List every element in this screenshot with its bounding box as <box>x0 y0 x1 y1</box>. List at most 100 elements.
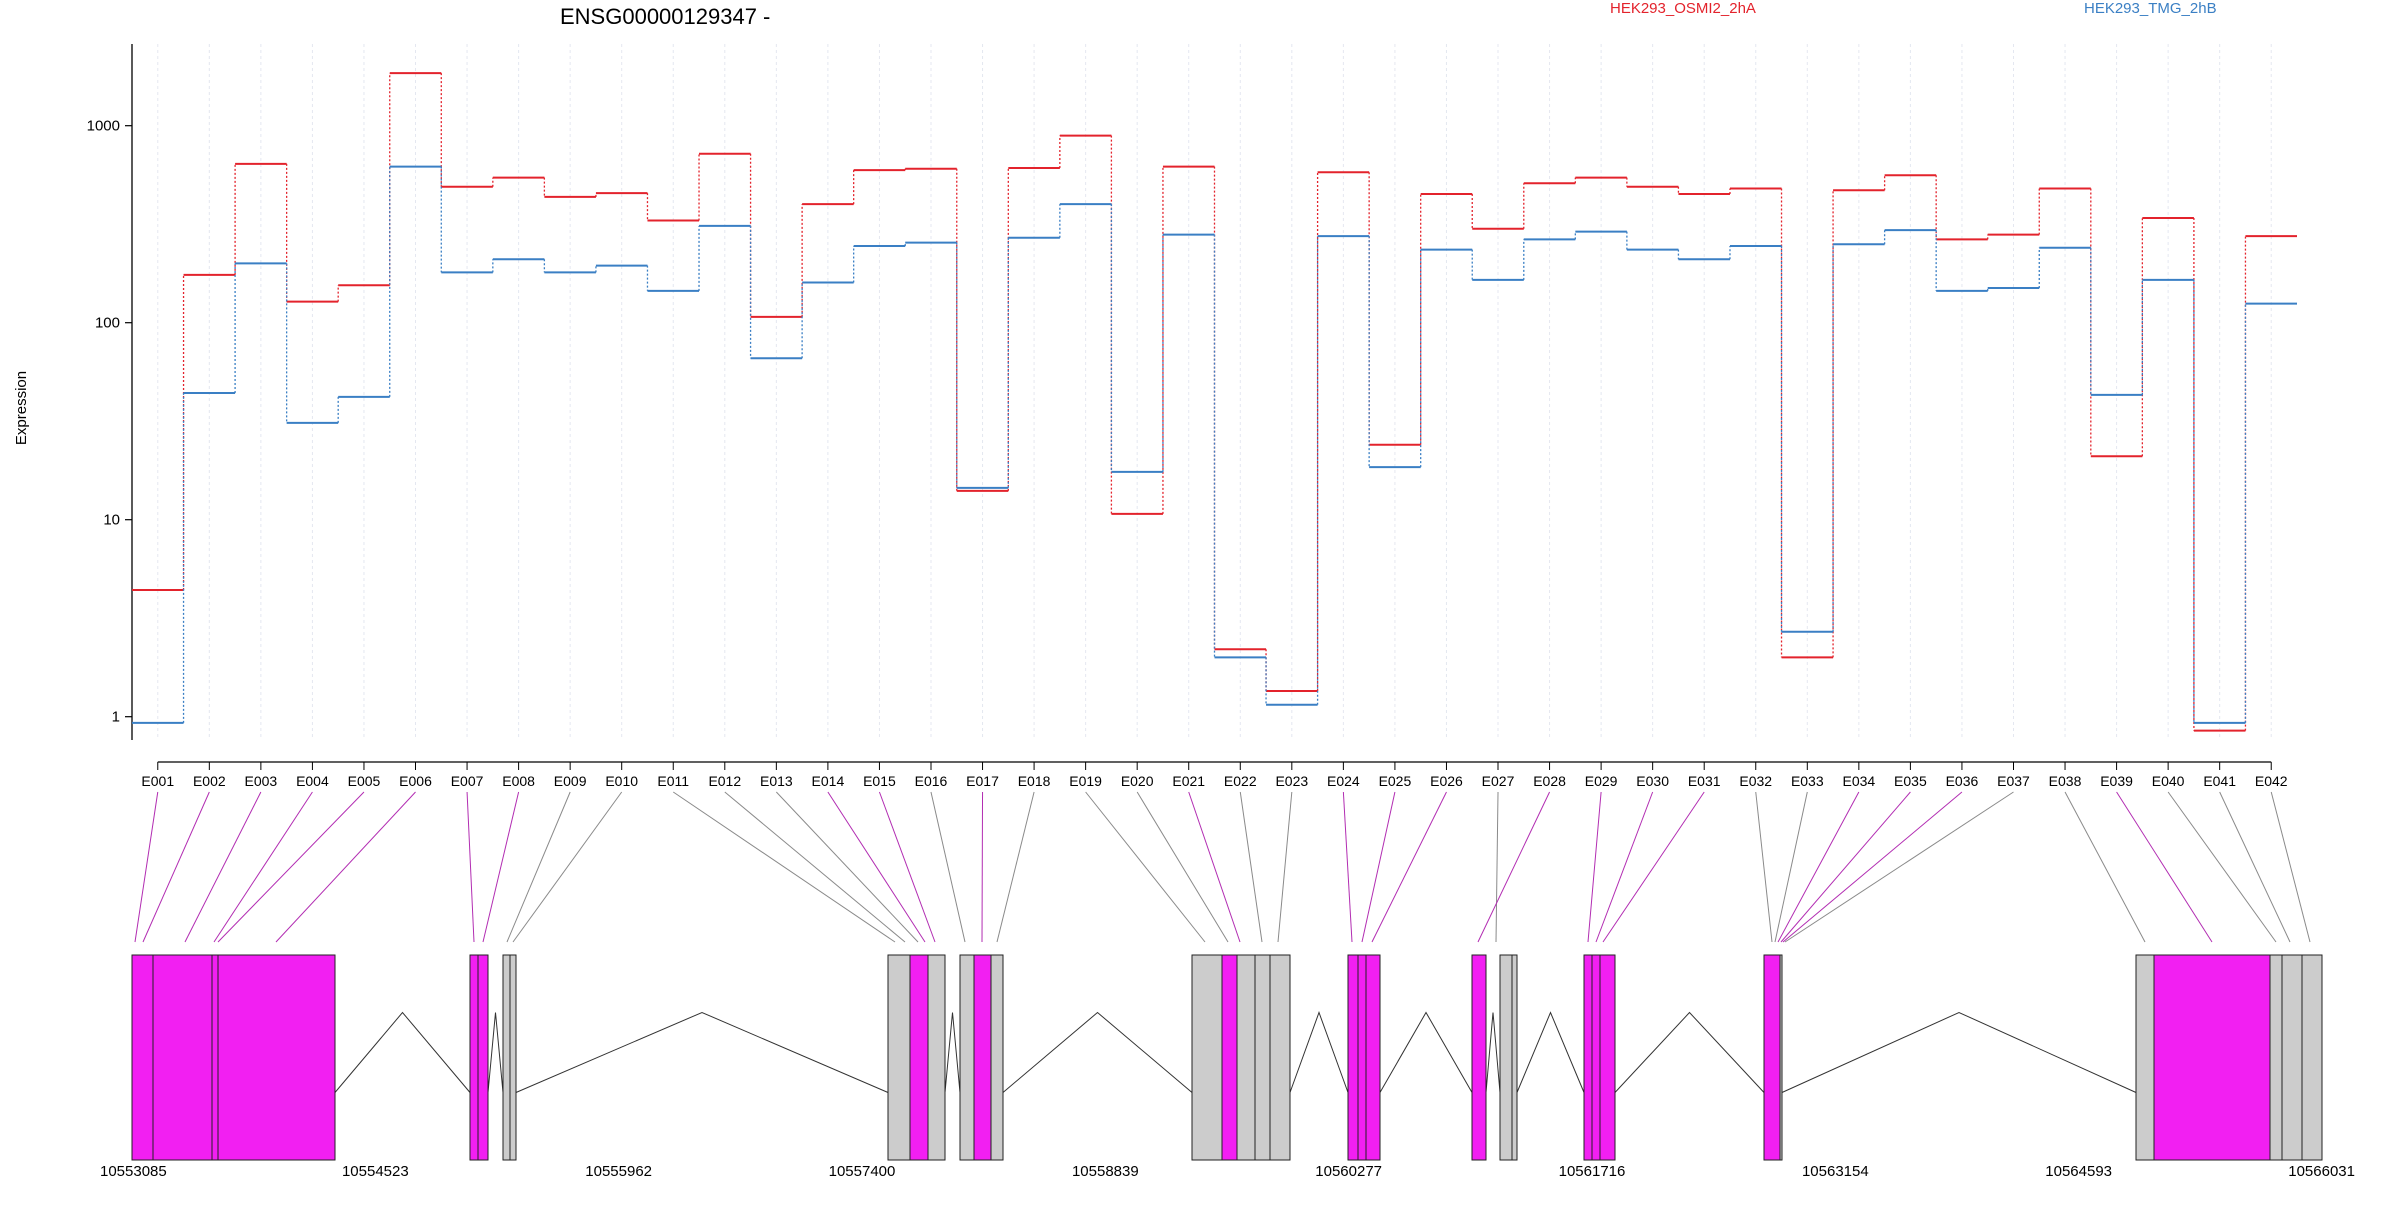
connector-E029 <box>1587 791 1602 943</box>
connector-E027 <box>1495 791 1499 943</box>
connector-E024 <box>1342 791 1353 943</box>
connector-E006 <box>275 791 416 943</box>
connector-E033 <box>1774 791 1808 943</box>
connector-E013 <box>775 791 919 943</box>
exon-box-E003 <box>152 954 213 1161</box>
x-tick-label: E041 <box>2203 773 2236 789</box>
x-tick-label: E005 <box>348 773 381 789</box>
connector-E035 <box>1780 791 1911 943</box>
coordinate-label: 10560277 <box>1315 1163 1382 1180</box>
connector-E037 <box>1784 791 2014 943</box>
x-tick-label: E015 <box>863 773 896 789</box>
exon-box-E009 <box>502 954 511 1161</box>
intron-line <box>515 1011 889 1093</box>
intron-line <box>1781 1011 2137 1093</box>
connector-E042 <box>2270 791 2311 943</box>
gene-model: 10553085 10554523 10555962 10557400 10558839… <box>100 954 2355 1180</box>
connector-E008 <box>482 791 520 943</box>
connector-E034 <box>1777 791 1860 943</box>
x-tick-label: E027 <box>1482 773 1515 789</box>
coordinate-label: 10555962 <box>585 1163 652 1180</box>
connector-E038 <box>2064 791 2146 943</box>
legend-series-osmi2: HEK293_OSMI2_2hA <box>1610 0 1756 17</box>
connector-E041 <box>2219 791 2291 943</box>
exon-box-E040 <box>2269 954 2283 1161</box>
exon-box-E027 <box>1499 954 1513 1161</box>
y-tick-label: 100 <box>95 315 120 332</box>
connector-E019 <box>1085 791 1206 943</box>
y-tick-label: 1 <box>112 709 120 726</box>
x-tick-label: E019 <box>1069 773 1102 789</box>
exon-box-E038 <box>2135 954 2155 1161</box>
exon-box-E022 <box>1236 954 1256 1161</box>
exon-box-E016 <box>927 954 946 1161</box>
connector-E001 <box>134 791 159 943</box>
y-tick-label: 1000 <box>87 118 120 135</box>
intron-line <box>1516 1011 1585 1093</box>
connector-E009 <box>506 791 571 943</box>
connector-E004 <box>213 791 313 943</box>
exon-box-E007 <box>469 954 479 1161</box>
connector-E018 <box>996 791 1035 943</box>
coordinate-label: 10554523 <box>342 1163 409 1180</box>
exon-box-E028 <box>1471 954 1487 1161</box>
connector-E028 <box>1477 791 1551 943</box>
x-tick-label: E026 <box>1430 773 1463 789</box>
exon-box-E008 <box>477 954 489 1161</box>
exon-box-E018 <box>990 954 1004 1161</box>
x-tick-label: E017 <box>966 773 999 789</box>
x-tick-label: E029 <box>1585 773 1618 789</box>
x-tick-label: E010 <box>605 773 638 789</box>
x-tick-label: E006 <box>399 773 432 789</box>
x-tick-label: E032 <box>1739 773 1772 789</box>
exon-box-E026 <box>1365 954 1381 1161</box>
connector-E014 <box>827 791 926 943</box>
x-tick-label: E022 <box>1224 773 1257 789</box>
exon-box-E024 <box>1347 954 1359 1161</box>
x-tick-label: E004 <box>296 773 329 789</box>
coordinate-label: 10558839 <box>1072 1163 1139 1180</box>
coordinate-label: 10563154 <box>1802 1163 1869 1180</box>
coordinate-label: 10557400 <box>829 1163 896 1180</box>
x-tick-label: E016 <box>915 773 948 789</box>
coordinate-label: 10566031 <box>2288 1163 2355 1180</box>
exon-box-E019 <box>1191 954 1223 1161</box>
exon-box-E014 <box>909 954 929 1161</box>
grid-layer <box>157 44 2272 740</box>
coordinate-label: 10564593 <box>2045 1163 2112 1180</box>
y-axis-label: Expression <box>13 371 30 445</box>
connector-E007 <box>466 791 475 943</box>
x-tick-label: E033 <box>1791 773 1824 789</box>
x-tick-label: E034 <box>1842 773 1875 789</box>
intron-line <box>1289 1011 1349 1093</box>
connector-E015 <box>878 791 936 943</box>
chart-title: ENSG00000129347 - <box>560 4 770 29</box>
x-tick-label: E037 <box>1997 773 2030 789</box>
connector-E017 <box>981 791 984 943</box>
connector-E022 <box>1239 791 1263 943</box>
x-tick-label: E020 <box>1121 773 1154 789</box>
intron-line <box>1379 1011 1473 1093</box>
x-tick-label: E009 <box>554 773 587 789</box>
exon-box-E016 <box>959 954 975 1161</box>
connector-E002 <box>142 791 210 943</box>
intron-line <box>1485 1012 1501 1093</box>
exon-box-E004 <box>211 954 219 1161</box>
exon-box-E029 <box>1583 954 1593 1161</box>
connector-E026 <box>1371 791 1447 943</box>
connector-E032 <box>1755 791 1773 943</box>
x-tick-label: E025 <box>1379 773 1412 789</box>
connector-E016 <box>930 791 966 943</box>
exon-box-E001 <box>131 954 154 1161</box>
x-tick-label: E007 <box>451 773 484 789</box>
connector-E025 <box>1361 791 1396 943</box>
connector-E021 <box>1188 791 1241 943</box>
connector-E020 <box>1136 791 1229 943</box>
x-tick-label: E013 <box>760 773 793 789</box>
connector-E003 <box>184 791 262 943</box>
exon-box-E021 <box>1221 954 1238 1161</box>
exon-box-E039 <box>2153 954 2271 1161</box>
connector-layer <box>134 791 2311 943</box>
exon-box-E010 <box>509 954 517 1161</box>
connector-E036 <box>1782 791 1963 943</box>
